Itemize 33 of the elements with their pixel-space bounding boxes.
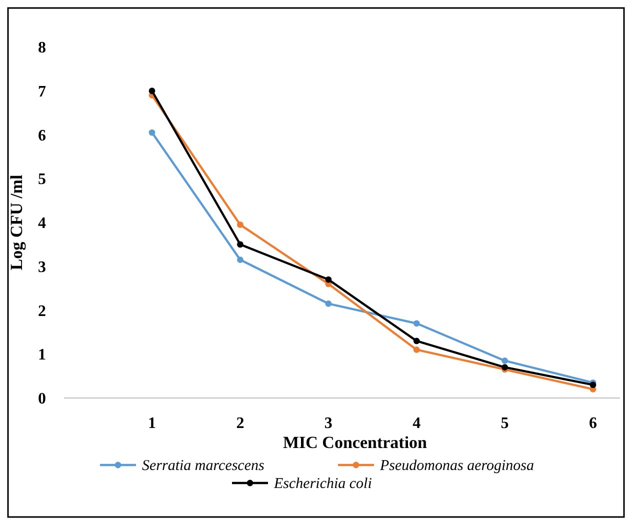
y-tick-label: 4	[38, 215, 46, 232]
point	[413, 320, 420, 327]
x-tick-label: 6	[589, 415, 597, 432]
point	[237, 256, 244, 263]
point	[148, 88, 156, 94]
legend-label: Escherichia coli	[273, 476, 372, 492]
point	[413, 346, 420, 353]
point	[148, 129, 156, 136]
x-tick-label: 4	[412, 415, 421, 432]
x-tick-label: 5	[500, 415, 509, 432]
y-tick-label: 5	[38, 171, 46, 188]
y-tick-label: 7	[38, 83, 46, 100]
x-axis-title: MIC Concentration	[282, 433, 428, 452]
point	[413, 338, 420, 344]
legend-label: Serratia marcescens	[142, 458, 264, 474]
y-tick-label: 1	[38, 346, 46, 364]
y-axis-title: Log CFU /ml	[7, 174, 26, 270]
point	[237, 241, 244, 248]
x-tick-label: 3	[324, 415, 332, 432]
y-tick-label: 6	[38, 127, 46, 144]
legend-label: Pseudomonas aeroginosa	[379, 458, 534, 474]
x-tick-label: 2	[236, 415, 244, 432]
point	[502, 358, 508, 364]
point	[325, 276, 332, 283]
point	[590, 382, 596, 388]
point	[237, 221, 244, 228]
y-tick-label: 0	[38, 390, 46, 408]
point	[502, 364, 508, 370]
y-tick-label: 2	[38, 302, 46, 320]
y-tick-label: 8	[38, 40, 46, 57]
y-tick-label: 3	[38, 258, 46, 276]
x-tick-label: 1	[148, 415, 156, 432]
point	[325, 300, 332, 307]
